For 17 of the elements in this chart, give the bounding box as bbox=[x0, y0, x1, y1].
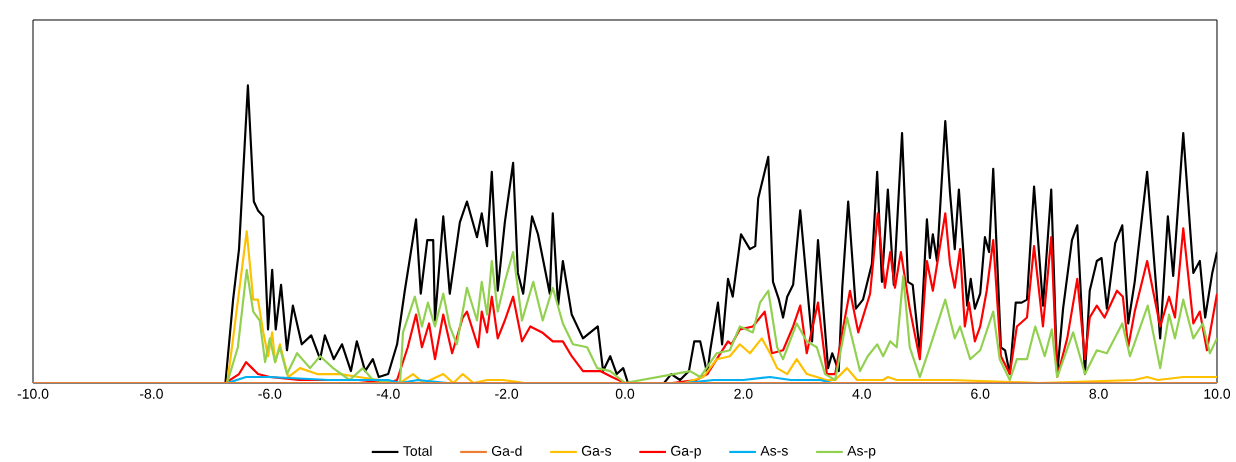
x-tick-label: -8.0 bbox=[139, 388, 163, 399]
x-tick-label: -10.0 bbox=[17, 388, 49, 399]
x-tick-label: -2.0 bbox=[495, 388, 519, 399]
x-tick-label: 6.0 bbox=[971, 388, 990, 399]
legend-label: As-s bbox=[760, 445, 788, 456]
legend-label: Total bbox=[403, 445, 432, 456]
legend-label: As-p bbox=[847, 445, 876, 459]
x-tick-label: 2.0 bbox=[734, 388, 753, 399]
x-tick-label: 4.0 bbox=[852, 388, 871, 399]
legend-label: Ga-s bbox=[581, 445, 612, 456]
legend-label: Ga-p bbox=[671, 445, 701, 459]
legend-label: Ga-d bbox=[491, 445, 522, 456]
x-tick-label: 8.0 bbox=[1089, 388, 1108, 399]
x-tick-label: 10.0 bbox=[1204, 388, 1231, 399]
x-tick-label: -6.0 bbox=[258, 388, 282, 399]
x-tick-label: -4.0 bbox=[376, 388, 400, 399]
x-tick-label: 0.0 bbox=[615, 388, 635, 399]
